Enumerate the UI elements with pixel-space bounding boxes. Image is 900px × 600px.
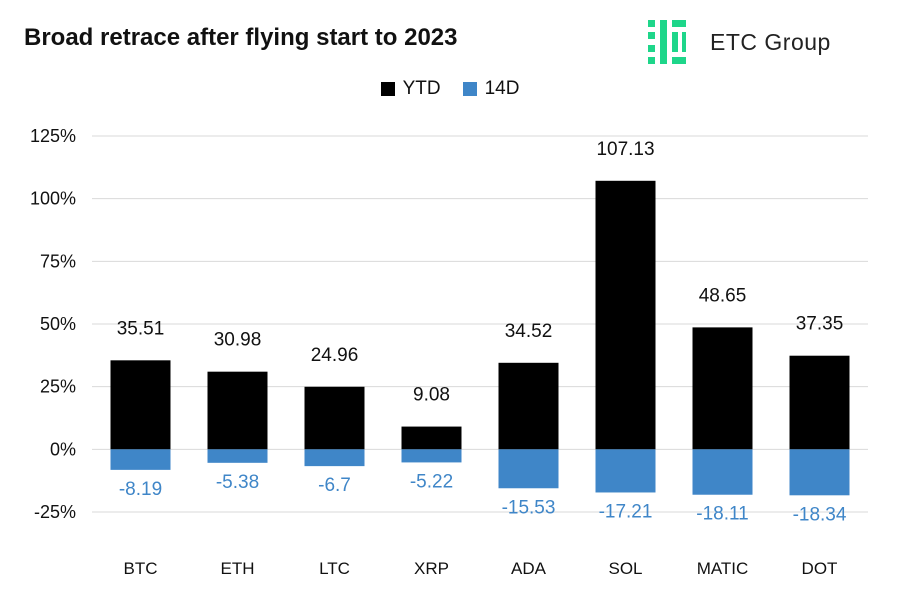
- data-label-14d: -18.11: [696, 504, 748, 525]
- data-label-ytd: 30.98: [214, 330, 262, 351]
- y-tick-label: 75%: [40, 251, 76, 271]
- legend-label-ytd: YTD: [402, 78, 441, 99]
- data-label-ytd: 9.08: [413, 385, 450, 406]
- y-tick-label: 125%: [30, 126, 76, 146]
- bar-14d: [110, 449, 171, 470]
- bar-ytd: [304, 386, 365, 450]
- data-label-ytd: 37.35: [796, 314, 844, 335]
- x-category-label: ETH: [221, 559, 255, 578]
- bar-ytd: [692, 327, 753, 450]
- data-label-14d: -18.34: [793, 504, 847, 525]
- bar-ytd: [207, 371, 268, 450]
- x-category-label: SOL: [608, 559, 642, 578]
- chart-legend: YTD 14D: [0, 78, 900, 100]
- data-label-14d: -15.53: [502, 497, 556, 518]
- brand-name: ETC Group: [710, 28, 831, 55]
- chart-title: Broad retrace after flying start to 2023: [24, 24, 458, 51]
- legend-label-14d: 14D: [484, 78, 520, 99]
- data-label-14d: -8.19: [119, 479, 162, 500]
- y-tick-label: 25%: [40, 377, 76, 397]
- data-label-ytd: 48.65: [699, 285, 747, 306]
- y-tick-label: 50%: [40, 314, 76, 334]
- data-label-14d: -5.22: [410, 471, 453, 492]
- bar-ytd: [401, 426, 462, 450]
- legend-swatch-ytd: [380, 82, 395, 96]
- x-category-label: MATIC: [697, 559, 749, 578]
- x-category-label: XRP: [414, 559, 449, 578]
- etc-group-logo-icon: [648, 20, 686, 64]
- y-tick-label: 100%: [30, 189, 76, 209]
- data-label-14d: -6.7: [318, 475, 351, 496]
- bar-ytd: [595, 180, 656, 450]
- bar-ytd: [789, 355, 850, 450]
- data-label-14d: -5.38: [216, 472, 259, 493]
- brand-logo: ETC Group: [646, 18, 831, 66]
- data-label-ytd: 24.96: [311, 345, 359, 366]
- y-tick-label: 0%: [50, 439, 76, 459]
- x-category-label: ADA: [511, 559, 547, 578]
- bar-14d: [498, 449, 559, 489]
- bar-14d: [692, 449, 753, 495]
- x-category-label: DOT: [802, 559, 838, 578]
- x-category-label: BTC: [124, 559, 158, 578]
- legend-item-14d: 14D: [462, 78, 520, 100]
- bar-ytd: [110, 360, 171, 450]
- legend-swatch-14d: [462, 82, 477, 96]
- x-category-label: LTC: [319, 559, 350, 578]
- bar-14d: [304, 449, 365, 467]
- y-tick-label: -25%: [34, 502, 76, 522]
- bar-ytd: [498, 362, 559, 450]
- bar-14d: [401, 449, 462, 463]
- bar-14d: [207, 449, 268, 463]
- data-label-ytd: 107.13: [596, 139, 654, 160]
- legend-item-ytd: YTD: [380, 78, 441, 100]
- data-label-ytd: 34.52: [505, 321, 553, 342]
- bar-14d: [789, 449, 850, 496]
- data-label-ytd: 35.51: [117, 318, 165, 339]
- bar-14d: [595, 449, 656, 493]
- data-label-14d: -17.21: [599, 501, 653, 522]
